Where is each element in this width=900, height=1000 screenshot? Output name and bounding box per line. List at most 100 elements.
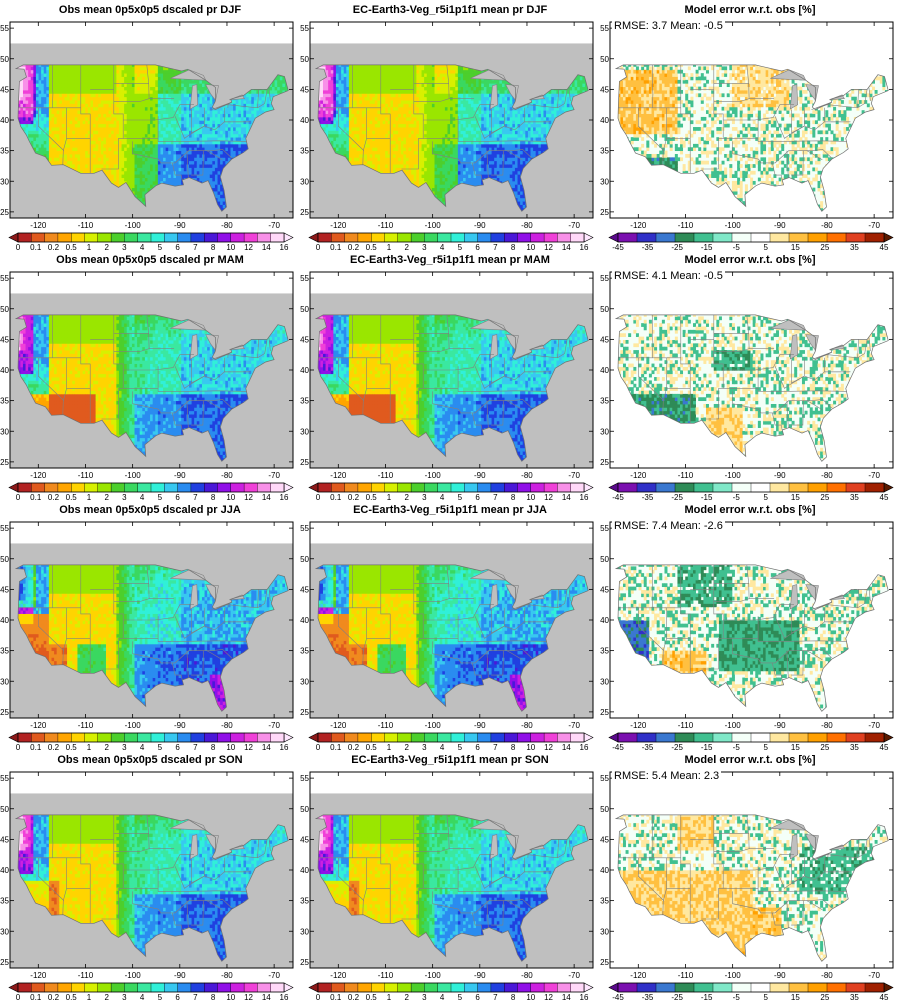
colorbar-label: 35: [850, 993, 859, 1000]
colorbar-label: 2: [404, 993, 409, 1000]
lat-tick-label: 50: [0, 805, 9, 814]
lon-tick-label: -110: [378, 971, 394, 980]
colorbar-label: 12: [544, 993, 553, 1000]
no-data-band: [10, 272, 293, 293]
lon-tick-label: -80: [521, 221, 533, 230]
lat-tick-label: 55: [0, 274, 9, 283]
lat-tick-label: 30: [600, 677, 609, 686]
lat-tick-label: 55: [300, 774, 309, 783]
lat-tick-label: 50: [0, 305, 9, 314]
lat-tick-label: 25: [0, 708, 9, 717]
lon-tick-label: -90: [774, 471, 786, 480]
lon-tick-label: -70: [868, 221, 880, 230]
lon-tick-label: -100: [125, 471, 142, 480]
lat-tick-label: 30: [300, 427, 309, 436]
lat-tick-label: 35: [0, 897, 9, 906]
lat-tick-label: 25: [300, 958, 309, 967]
lon-tick-label: -100: [125, 971, 142, 980]
lat-tick-label: 55: [600, 274, 609, 283]
lat-tick-label: 45: [0, 85, 9, 94]
lat-tick-label: 40: [600, 616, 609, 625]
lon-tick-label: -70: [568, 221, 580, 230]
lat-tick-label: 35: [0, 397, 9, 406]
lon-tick-label: -120: [30, 471, 47, 480]
lon-tick-label: -80: [521, 721, 533, 730]
lat-tick-label: 35: [300, 897, 309, 906]
lat-tick-label: 30: [0, 427, 9, 436]
lat-tick-label: 25: [600, 708, 609, 717]
lat-tick-label: 40: [300, 116, 309, 125]
lon-tick-label: -110: [78, 971, 94, 980]
lon-tick-label: -90: [174, 221, 186, 230]
colorbar-label: 0.5: [66, 993, 78, 1000]
lon-tick-label: -90: [474, 721, 486, 730]
lat-tick-label: 35: [600, 397, 609, 406]
model-map-panel-mam: EC-Earth3-Veg_r5i1p1f1 mean pr MAM 25 30 35…: [300, 250, 600, 500]
lat-tick-label: 50: [600, 805, 609, 814]
colorbar-label: 7: [493, 993, 498, 1000]
colorbar: 0 0.1 0.2 0.5 1 2 3 4 5 6 7 8 10 12 14 16: [9, 983, 293, 1000]
lon-tick-label: -120: [330, 971, 347, 980]
lat-tick-label: 40: [600, 366, 609, 375]
lon-tick-label: -100: [125, 221, 142, 230]
lat-tick-label: 50: [600, 305, 609, 314]
lon-tick-label: -80: [221, 721, 233, 730]
lon-tick-label: -80: [821, 221, 833, 230]
lon-tick-label: -80: [521, 971, 533, 980]
lat-tick-label: 45: [300, 585, 309, 594]
lon-tick-label: -100: [425, 721, 442, 730]
lat-tick-label: 25: [0, 958, 9, 967]
lon-tick-label: -110: [378, 221, 394, 230]
lon-tick-label: -70: [868, 471, 880, 480]
colorbar: -45 -35 -25 -15 -5 5 15 25 35 45: [609, 983, 893, 1000]
lon-tick-label: -70: [268, 971, 280, 980]
lon-tick-label: -110: [678, 471, 694, 480]
lat-tick-label: 55: [300, 524, 309, 533]
lon-tick-label: -80: [221, 971, 233, 980]
lat-tick-label: 40: [300, 866, 309, 875]
lon-tick-label: -90: [474, 971, 486, 980]
colorbar-label: 3: [422, 993, 427, 1000]
lat-tick-label: 25: [600, 958, 609, 967]
colorbar-label: 10: [526, 993, 535, 1000]
colorbar-label: -15: [701, 993, 713, 1000]
lat-tick-label: 25: [0, 208, 9, 217]
colorbar-label: 6: [175, 993, 180, 1000]
colorbar-label: -5: [733, 993, 741, 1000]
lon-tick-label: -120: [630, 221, 647, 230]
colorbar-label: 45: [880, 993, 889, 1000]
lat-tick-label: 45: [0, 585, 9, 594]
lat-tick-label: 40: [300, 616, 309, 625]
error-map-panel-jja: Model error w.r.t. obs [%] 25 30 35 40 45 50 55…: [600, 500, 900, 750]
no-data-band: [10, 522, 293, 543]
error-map-panel-mam: Model error w.r.t. obs [%] 25 30 35 40 45 50 55…: [600, 250, 900, 500]
lat-tick-label: 40: [300, 366, 309, 375]
lon-tick-label: -70: [868, 721, 880, 730]
lat-tick-label: 50: [300, 805, 309, 814]
colorbar-label: 0.2: [48, 993, 60, 1000]
model-map-panel-jja: EC-Earth3-Veg_r5i1p1f1 mean pr JJA 25 30 35…: [300, 500, 600, 750]
lon-tick-label: -80: [221, 471, 233, 480]
lat-tick-label: 40: [600, 116, 609, 125]
rmse-mean-stats: RMSE: 4.1 Mean: -0.5: [612, 270, 725, 282]
colorbar-label: 0.1: [30, 993, 42, 1000]
lat-tick-label: 45: [300, 85, 309, 94]
lat-tick-label: 40: [600, 866, 609, 875]
colorbar-label: 16: [580, 993, 589, 1000]
no-data-band: [310, 22, 593, 43]
error-map-panel-djf: Model error w.r.t. obs [%] 25 30 35 40 45 50 55…: [600, 0, 900, 250]
no-data-band: [10, 22, 293, 43]
lon-tick-label: -100: [425, 471, 442, 480]
lon-tick-label: -120: [330, 471, 347, 480]
lon-tick-label: -90: [174, 971, 186, 980]
no-data-band: [310, 522, 593, 543]
lat-tick-label: 35: [300, 397, 309, 406]
lat-tick-label: 45: [600, 585, 609, 594]
